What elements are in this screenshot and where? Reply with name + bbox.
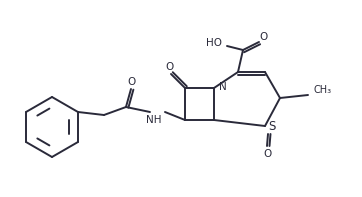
Text: NH: NH: [146, 115, 162, 125]
Text: O: O: [259, 32, 267, 42]
Text: O: O: [263, 149, 271, 159]
Text: CH₃: CH₃: [313, 85, 331, 95]
Text: N: N: [219, 82, 227, 92]
Text: S: S: [268, 121, 275, 134]
Text: O: O: [128, 77, 136, 87]
Text: HO: HO: [206, 38, 222, 48]
Text: O: O: [165, 62, 173, 72]
